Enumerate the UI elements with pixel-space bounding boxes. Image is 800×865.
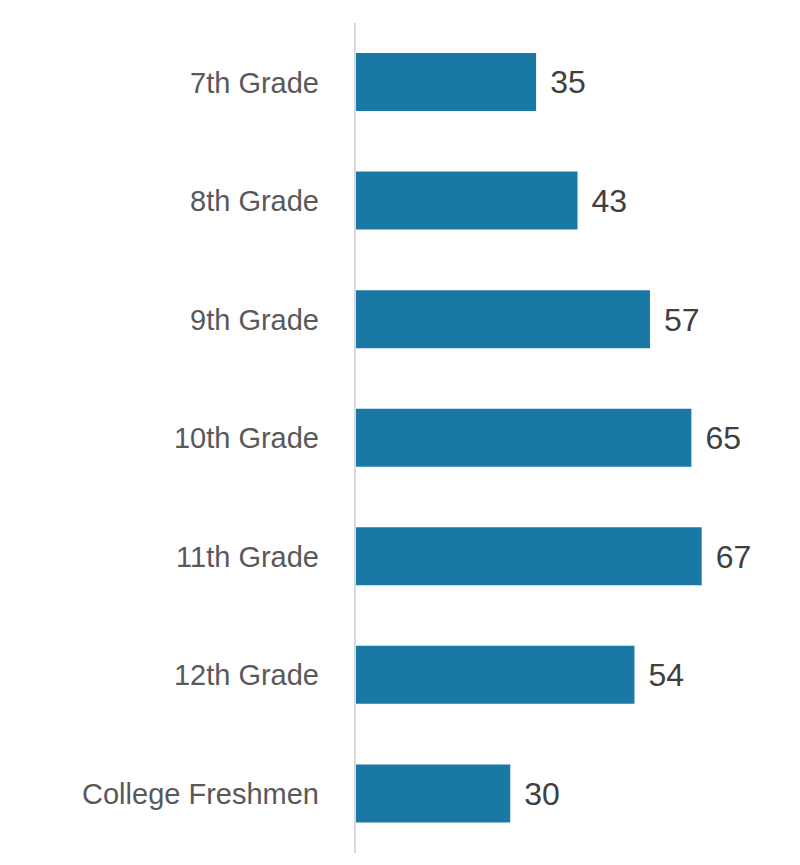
svg-text:11th Grade: 11th Grade (176, 541, 319, 573)
svg-text:54: 54 (648, 657, 684, 693)
svg-text:43: 43 (592, 183, 628, 219)
svg-text:30: 30 (524, 776, 560, 812)
svg-text:67: 67 (716, 539, 752, 575)
svg-text:65: 65 (705, 420, 741, 456)
svg-text:7th Grade: 7th Grade (190, 67, 319, 99)
svg-text:10th Grade: 10th Grade (174, 422, 319, 454)
svg-text:12th Grade: 12th Grade (174, 659, 319, 691)
svg-text:35: 35 (550, 64, 586, 100)
svg-text:57: 57 (664, 302, 700, 338)
svg-text:9th Grade: 9th Grade (190, 304, 319, 336)
svg-text:8th Grade: 8th Grade (190, 185, 319, 217)
svg-text:College Freshmen: College Freshmen (82, 778, 319, 810)
